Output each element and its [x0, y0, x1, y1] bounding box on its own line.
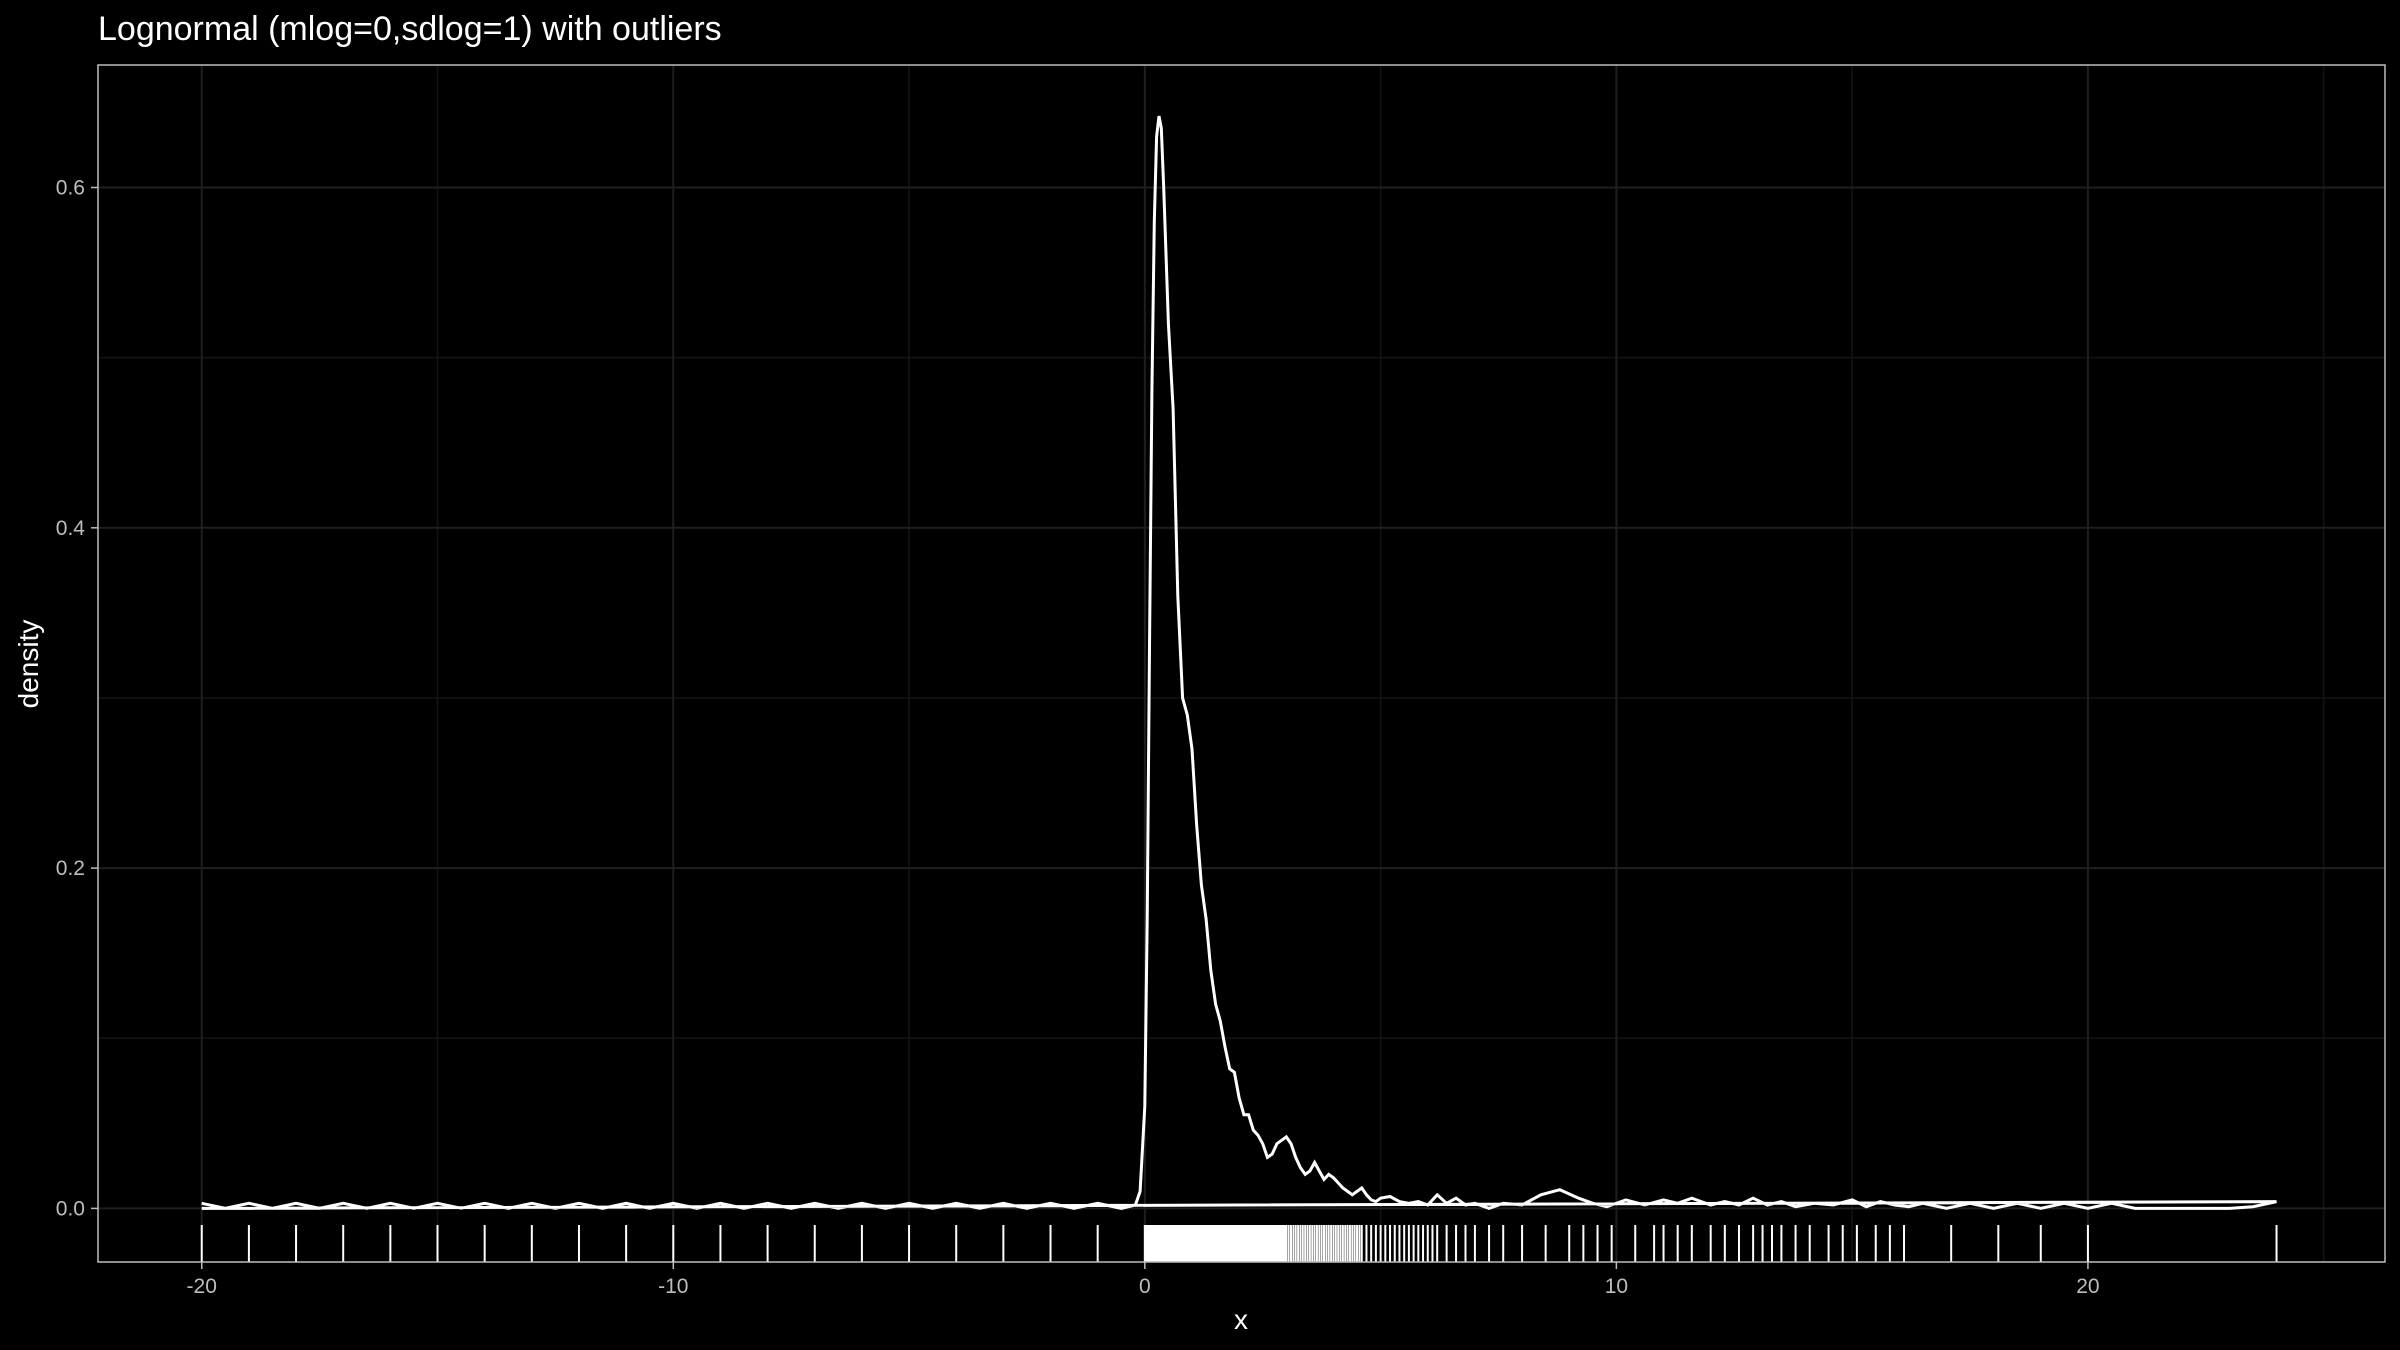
x-tick-label: -10 [658, 1275, 688, 1298]
y-tick-label: 0.0 [56, 1197, 85, 1220]
x-tick-label: -20 [187, 1275, 217, 1298]
y-tick-label: 0.6 [56, 177, 85, 200]
panel-border [97, 64, 2386, 1263]
x-axis-ticks: -20 -10 0 10 20 [187, 1262, 2100, 1298]
y-axis-ticks: 0.0 0.2 0.4 0.6 [56, 177, 98, 1220]
y-axis-title: density [13, 620, 44, 709]
chart-title: Lognormal (mlog=0,sdlog=1) with outliers [98, 10, 722, 48]
y-tick-label: 0.2 [56, 857, 85, 880]
rug-marks [200, 1225, 2278, 1262]
minor-gridlines [98, 65, 2385, 1262]
x-tick-label: 20 [2076, 1275, 2099, 1298]
x-axis-title: x [1234, 1304, 1248, 1335]
density-curve [201, 115, 2277, 1210]
x-tick-label: 10 [1605, 1275, 1628, 1298]
x-tick-label: 0 [1139, 1275, 1151, 1298]
y-tick-label: 0.4 [56, 517, 86, 540]
